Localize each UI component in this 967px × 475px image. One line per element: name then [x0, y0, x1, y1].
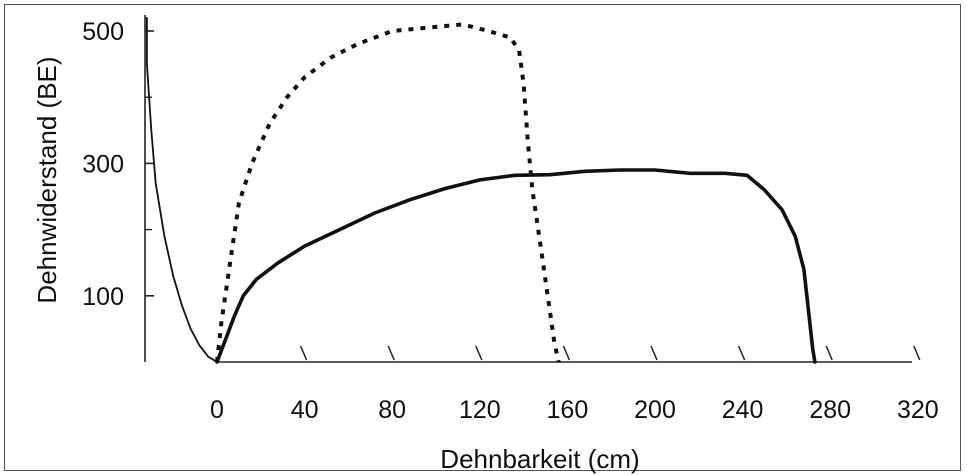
x-tick-label: 120 [459, 396, 501, 424]
x-tick [737, 345, 746, 361]
ticks: 100 300 500 0 40 80 120 160 200 240 280 320 [82, 18, 938, 424]
series-line-2 [215, 168, 817, 364]
x-tick-label: 320 [897, 396, 939, 424]
x-tick [825, 345, 833, 361]
axes [144, 15, 912, 363]
x-tick [299, 345, 308, 361]
y-axis-title: Dehnwiderstand (BE) [32, 56, 62, 303]
y-tick-label: 300 [82, 150, 124, 178]
x-tick-label: 280 [809, 396, 851, 424]
x-tick-label: 200 [634, 396, 676, 424]
x-axis-title: Dehnbarkeit (cm) [440, 444, 639, 474]
x-tick [650, 345, 658, 361]
x-tick [562, 345, 571, 361]
x-tick-label: 40 [291, 396, 319, 424]
series-line-3 [145, 16, 218, 363]
x-tick [475, 345, 483, 361]
x-tick-label: 240 [722, 396, 764, 424]
x-tick-label: 160 [547, 396, 589, 424]
x-tick-label: 80 [378, 396, 406, 424]
x-tick [387, 345, 395, 361]
y-tick-label: 500 [82, 18, 124, 46]
y-tick-label: 100 [82, 283, 124, 311]
x-tick [913, 345, 921, 361]
x-tick-label: 0 [210, 396, 224, 424]
series-group [145, 16, 817, 364]
chart-frame [4, 4, 961, 471]
series-line-1 [215, 22, 561, 363]
